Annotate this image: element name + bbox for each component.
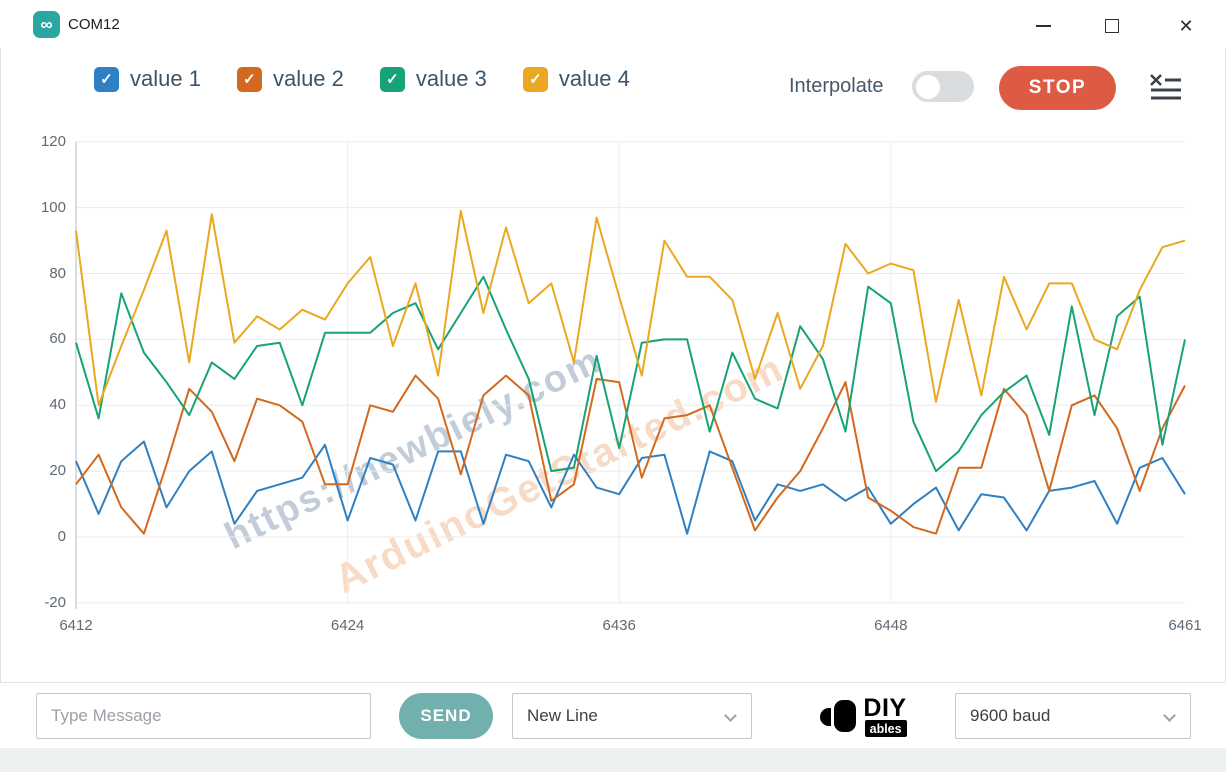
minimize-button[interactable]	[1029, 13, 1057, 39]
send-button[interactable]: SEND	[399, 693, 493, 739]
minimize-icon	[1035, 25, 1051, 27]
bottom-divider	[0, 682, 1226, 683]
logo-text-ables: ables	[864, 720, 907, 738]
bottom-bar: SEND New Line DIY ables 9600 baud	[0, 683, 1226, 748]
line-ending-select[interactable]: New Line	[512, 693, 752, 739]
y-axis-tick: 0	[57, 528, 66, 545]
y-axis-tick: 80	[49, 264, 66, 282]
x-axis-tick: 6448	[874, 616, 908, 634]
series-line-value-1	[75, 440, 1186, 535]
series-checkbox-icon[interactable]: ✓	[236, 66, 262, 92]
baud-rate-select[interactable]: 9600 baud	[955, 693, 1191, 739]
y-axis-tick: 40	[49, 396, 66, 414]
maximize-icon	[1105, 19, 1119, 33]
interpolate-label: Interpolate	[789, 75, 884, 97]
title-bar: ∞ COM12 ✕	[0, 0, 1226, 48]
toolbar: ✓ value 1 ✓ value 2 ✓ value 3 ✓ value 4 Interpo…	[0, 66, 1226, 112]
diyables-logo: DIY ables	[793, 687, 933, 747]
line-ending-value: New Line	[527, 706, 598, 725]
series-label: value 2	[272, 66, 344, 91]
y-axis-tick: 100	[40, 198, 66, 216]
series-label: value 4	[558, 66, 630, 91]
series-checkbox-icon[interactable]: ✓	[379, 66, 405, 92]
legend-item-value-2[interactable]: ✓ value 2	[236, 66, 344, 92]
clear-list-icon	[1150, 74, 1181, 100]
legend-item-value-4[interactable]: ✓ value 4	[522, 66, 630, 92]
diyables-headphones-icon	[820, 700, 857, 732]
clear-data-button[interactable]	[1147, 72, 1185, 106]
window-title: COM12	[68, 16, 120, 33]
legend-item-value-1[interactable]: ✓ value 1	[94, 66, 201, 92]
stop-button[interactable]: STOP	[999, 66, 1116, 110]
series-line-value-3	[75, 275, 1186, 473]
y-axis-tick: 120	[40, 132, 66, 150]
interpolate-toggle[interactable]	[912, 71, 974, 102]
serial-plotter-chart: https://newbiely.com ArduinoGetStarted.c…	[0, 128, 1226, 653]
x-axis-tick: 6436	[602, 616, 636, 634]
plot-canvas	[75, 141, 1186, 609]
y-axis-tick: -20	[44, 593, 66, 611]
message-input[interactable]	[36, 693, 371, 739]
series-label: value 1	[130, 66, 201, 91]
series-checkbox-icon[interactable]: ✓	[522, 66, 548, 92]
chevron-down-icon	[724, 709, 737, 722]
chevron-down-icon	[1163, 709, 1176, 722]
x-axis-tick: 6412	[59, 616, 93, 634]
toggle-knob	[916, 74, 940, 99]
close-button[interactable]: ✕	[1172, 13, 1200, 39]
arduino-logo-icon: ∞	[33, 11, 60, 38]
series-legend: ✓ value 1 ✓ value 2 ✓ value 3 ✓ value 4	[94, 66, 630, 92]
x-axis-tick: 6461	[1168, 616, 1202, 634]
y-axis-tick: 20	[49, 462, 66, 480]
series-label: value 3	[415, 66, 487, 91]
legend-item-value-3[interactable]: ✓ value 3	[379, 66, 487, 92]
y-axis-tick: 60	[49, 330, 66, 348]
baud-rate-value: 9600 baud	[970, 706, 1051, 725]
logo-text-diy: DIY	[863, 693, 907, 722]
series-line-value-2	[75, 374, 1186, 535]
close-icon: ✕	[1178, 16, 1194, 36]
series-checkbox-icon[interactable]: ✓	[94, 66, 119, 92]
x-axis-tick: 6424	[330, 616, 365, 634]
footer-strip	[0, 748, 1226, 772]
series-line-value-4	[75, 209, 1186, 407]
maximize-button[interactable]	[1098, 13, 1126, 39]
